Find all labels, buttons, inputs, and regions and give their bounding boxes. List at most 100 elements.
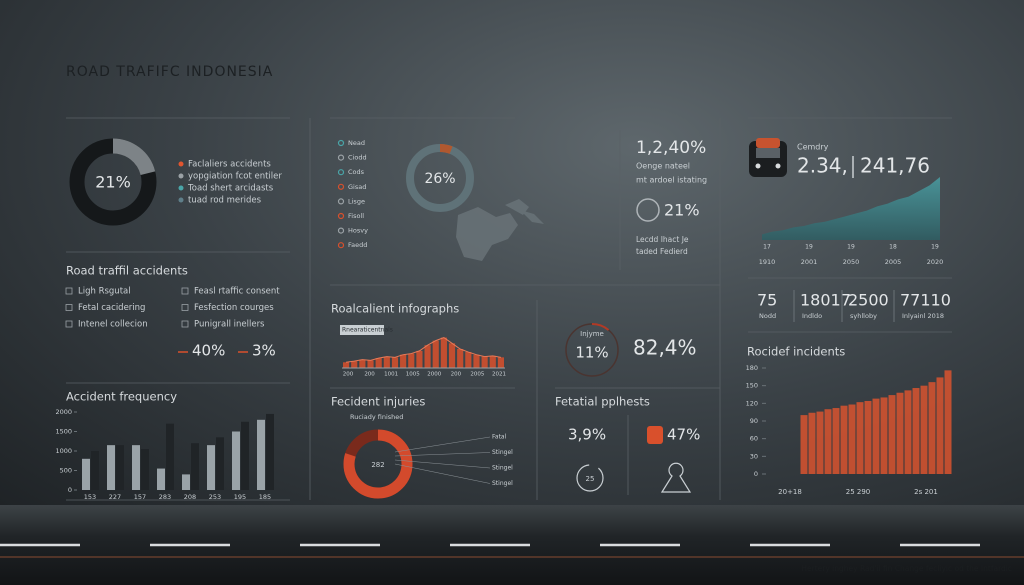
x-tick-label: 2005 <box>470 372 484 378</box>
donut-label: 26% <box>424 171 455 187</box>
x-tick-label: 185 <box>259 493 271 501</box>
bar <box>266 413 274 490</box>
y-tick-label: 60 <box>750 435 758 443</box>
bar <box>896 392 904 474</box>
y-tick-label: 2000 <box>55 408 72 416</box>
item-icon <box>181 304 189 311</box>
legend-dot <box>337 169 345 176</box>
bar <box>375 358 382 368</box>
legend-label: Lisge <box>348 197 365 205</box>
legend-dot <box>337 242 345 249</box>
x-tick-label: 1005 <box>406 372 420 378</box>
bar <box>481 356 488 368</box>
bar <box>408 353 415 368</box>
headline: 2.34, <box>797 154 848 178</box>
bar <box>473 354 480 368</box>
stat: 40% <box>192 342 225 360</box>
legend-dot <box>178 161 184 167</box>
bar <box>391 357 399 368</box>
bar <box>141 449 149 490</box>
bar <box>241 421 249 490</box>
legend-label: Fisoll <box>348 212 364 220</box>
x-tick-label: 2s 201 <box>914 488 938 496</box>
bar <box>216 437 224 490</box>
bar <box>848 404 856 474</box>
legend-dot <box>337 198 345 205</box>
x-tick-label: 19 <box>847 244 855 251</box>
car-icon <box>749 138 787 177</box>
bar <box>832 408 840 474</box>
caption: mt ardoel istating <box>636 176 707 185</box>
subheading: Ruciady finished <box>350 413 403 421</box>
bar <box>440 337 447 368</box>
x-tick-label: 253 <box>209 493 221 501</box>
x-tick-label: 1910 <box>759 258 776 266</box>
bar <box>856 402 864 474</box>
bus-icon <box>647 426 663 444</box>
dividers <box>66 117 952 501</box>
bar <box>82 458 90 490</box>
item-icon <box>65 304 73 311</box>
x-tick-label: 2020 <box>927 258 944 266</box>
y-tick-label: 0 <box>68 486 72 494</box>
heading: Accident frequency <box>66 390 177 404</box>
y-tick-label: 1000 <box>55 447 72 455</box>
x-tick-label: 153 <box>84 493 96 501</box>
bar <box>207 445 215 490</box>
x-tick-label: 18 <box>889 244 897 251</box>
y-tick-label: 150 <box>746 382 758 390</box>
legend-dot <box>178 185 184 191</box>
bar <box>257 419 265 490</box>
heading: Roalcalient infographs <box>331 302 459 316</box>
leader-label: Stingel <box>492 449 513 456</box>
legend-label: Ciodd <box>348 154 367 162</box>
item-label: Fesfection courges <box>194 303 274 313</box>
headline: 82,4% <box>633 336 697 360</box>
bar <box>448 343 456 368</box>
bar <box>182 474 190 490</box>
count: 2500 <box>848 291 889 310</box>
y-tick-label: 0 <box>754 470 758 478</box>
item-icon <box>181 287 189 295</box>
x-tick-label: 2021 <box>492 372 506 378</box>
bar <box>840 405 848 474</box>
bar <box>904 390 912 474</box>
area <box>762 177 940 240</box>
count-label: syhlloby <box>850 312 877 320</box>
item-label: Intenel collecion <box>78 320 148 330</box>
tag: Rnearaticentnals <box>342 327 393 334</box>
item-icon <box>181 320 189 328</box>
person-icon <box>660 462 692 493</box>
heading: Fecident injuries <box>331 395 425 409</box>
bar <box>107 445 115 490</box>
legend-dot <box>337 183 345 190</box>
legend-label: Hosvy <box>348 227 368 235</box>
title: ROAD TRAFIFC INDONESIA <box>66 64 273 80</box>
legend-label: yopgiation fcot entiler <box>188 172 282 182</box>
leader-label: Stingel <box>492 480 513 487</box>
item-label: Fetal cacidering <box>78 303 145 313</box>
count-label: Indldo <box>802 312 822 320</box>
x-tick-label: 200 <box>364 372 375 378</box>
leader <box>394 452 491 457</box>
caption: Cemdry <box>797 143 829 152</box>
legend-label: Gisad <box>348 183 366 191</box>
ring-arc <box>565 323 619 377</box>
bar <box>359 359 366 368</box>
leader <box>394 459 491 469</box>
x-tick-label: 2005 <box>885 258 902 266</box>
bar <box>432 340 439 368</box>
x-tick-label: 25 290 <box>846 488 871 496</box>
x-tick-label: 2000 <box>427 372 441 378</box>
bar <box>888 395 896 474</box>
bar <box>367 360 374 368</box>
item-icon <box>65 320 73 328</box>
bar <box>157 468 165 490</box>
legend-label: tuad rod merides <box>188 196 262 206</box>
legend-dot <box>337 154 345 161</box>
x-tick-label: 2050 <box>843 258 860 266</box>
bar <box>132 445 140 490</box>
bar <box>928 382 936 474</box>
share: 21% <box>664 201 700 220</box>
timer-icon <box>576 464 604 492</box>
